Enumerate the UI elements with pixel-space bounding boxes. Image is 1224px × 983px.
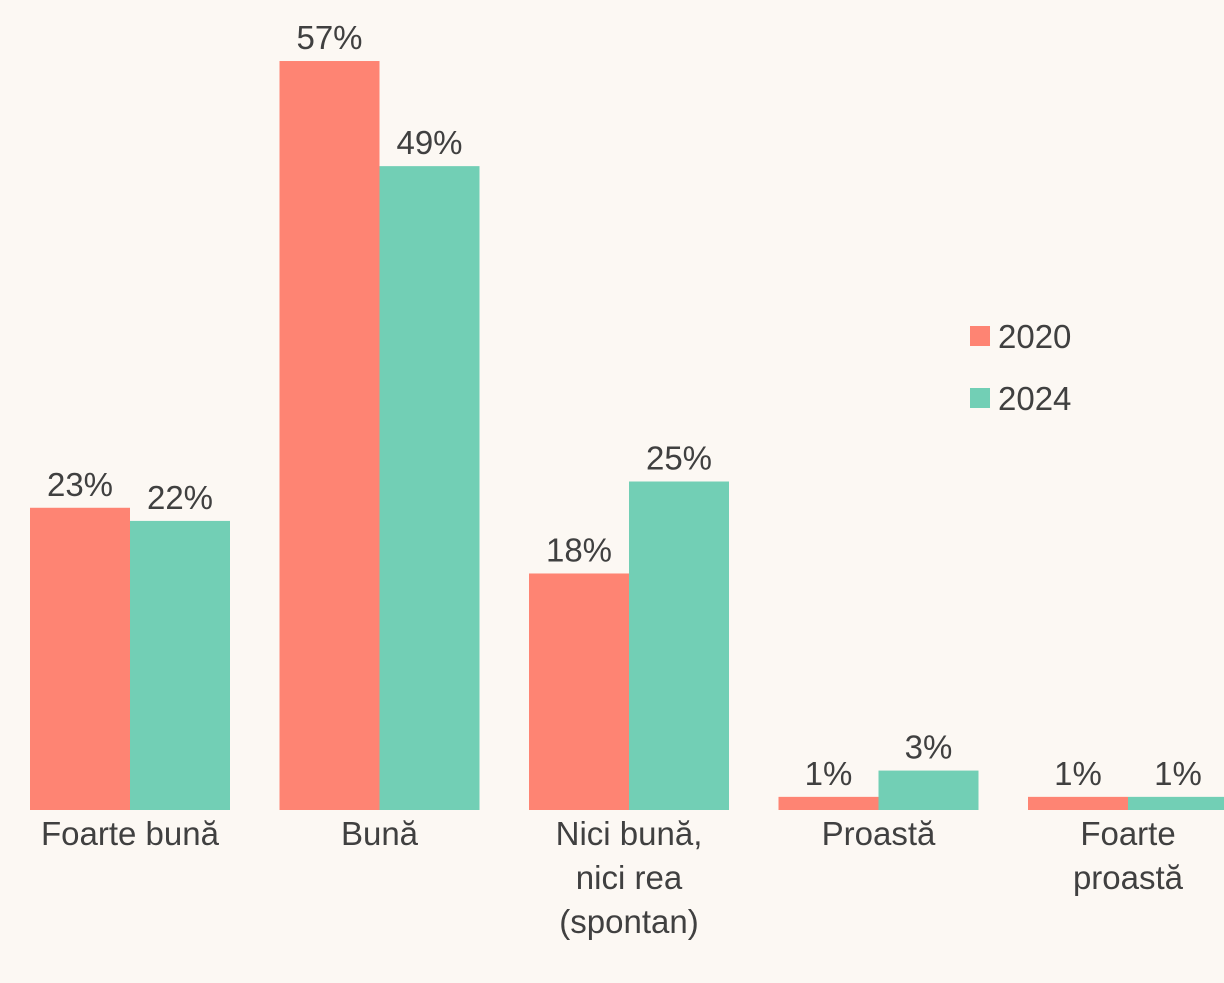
legend-swatch (970, 388, 990, 408)
x-tick-label: Foarte bună (41, 815, 219, 852)
data-label: 49% (396, 124, 462, 161)
legend-label: 2024 (998, 380, 1071, 417)
data-label: 18% (546, 531, 612, 568)
data-label: 57% (296, 19, 362, 56)
legend-swatch (970, 326, 990, 346)
x-tick-label: Bună (340, 815, 419, 852)
bar (279, 61, 380, 810)
legend-label: 2020 (998, 318, 1071, 355)
data-label: 1% (805, 755, 853, 792)
x-tick-label: Foarte proastă (1072, 815, 1184, 896)
bar (1028, 796, 1128, 810)
data-label: 23% (47, 466, 113, 503)
bar (778, 796, 879, 810)
x-tick-label: Proastă (821, 815, 936, 852)
bar (1128, 796, 1224, 810)
bar (30, 507, 130, 810)
x-tick-label: Nici bună, nici rea (spontan) (555, 815, 703, 940)
bar (878, 770, 979, 810)
bar (130, 520, 230, 810)
bar (529, 573, 629, 810)
data-label: 1% (1054, 755, 1102, 792)
data-label: 25% (646, 440, 712, 477)
bar (379, 166, 480, 810)
data-label: 22% (147, 479, 213, 516)
bar (629, 481, 729, 810)
data-label: 1% (1154, 755, 1202, 792)
data-label: 3% (905, 729, 953, 766)
